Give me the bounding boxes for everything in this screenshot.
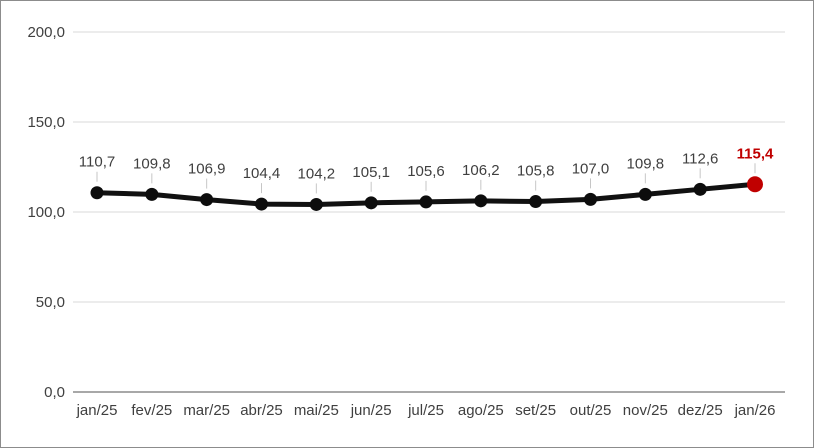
data-point — [693, 182, 707, 196]
data-label: 106,2 — [462, 162, 500, 179]
data-point — [90, 186, 104, 200]
data-label: 109,8 — [133, 155, 171, 172]
data-point — [638, 187, 652, 201]
x-tick-label: jan/25 — [76, 402, 118, 419]
y-tick-label: 0,0 — [44, 384, 65, 401]
x-tick-label: nov/25 — [623, 402, 668, 419]
data-point — [419, 195, 433, 209]
y-tick-label: 100,0 — [27, 204, 65, 221]
data-label: 110,7 — [79, 154, 115, 171]
data-point — [474, 194, 488, 208]
y-tick-label: 50,0 — [36, 294, 65, 311]
x-tick-label: mai/25 — [294, 402, 339, 419]
data-label: 104,2 — [298, 165, 336, 182]
data-point — [529, 195, 543, 209]
x-tick-label: abr/25 — [240, 402, 283, 419]
data-label: 105,6 — [407, 163, 445, 180]
data-label: 105,8 — [517, 163, 555, 180]
x-tick-label: jan/26 — [734, 402, 776, 419]
data-label: 109,8 — [627, 155, 665, 172]
data-point — [309, 197, 323, 211]
data-label: 106,9 — [188, 161, 226, 178]
x-tick-label: set/25 — [515, 402, 556, 419]
data-label: 105,1 — [352, 164, 390, 181]
x-tick-label: fev/25 — [131, 402, 172, 419]
x-tick-label: ago/25 — [458, 402, 504, 419]
x-tick-label: dez/25 — [678, 402, 723, 419]
data-label: 107,0 — [572, 160, 610, 177]
data-point — [200, 193, 214, 207]
data-point-highlight — [747, 176, 763, 193]
y-tick-label: 150,0 — [27, 114, 65, 131]
data-label: 112,6 — [682, 150, 718, 167]
x-tick-label: out/25 — [570, 402, 612, 419]
x-tick-label: jul/25 — [407, 402, 444, 419]
y-tick-label: 200,0 — [27, 24, 65, 41]
data-label: 104,4 — [243, 165, 281, 182]
x-tick-label: jun/25 — [350, 402, 392, 419]
data-point — [364, 196, 378, 210]
data-label-highlight: 115,4 — [737, 145, 774, 162]
x-tick-label: mar/25 — [183, 402, 230, 419]
data-point — [584, 192, 597, 206]
data-point — [145, 187, 159, 201]
data-point — [255, 197, 268, 211]
